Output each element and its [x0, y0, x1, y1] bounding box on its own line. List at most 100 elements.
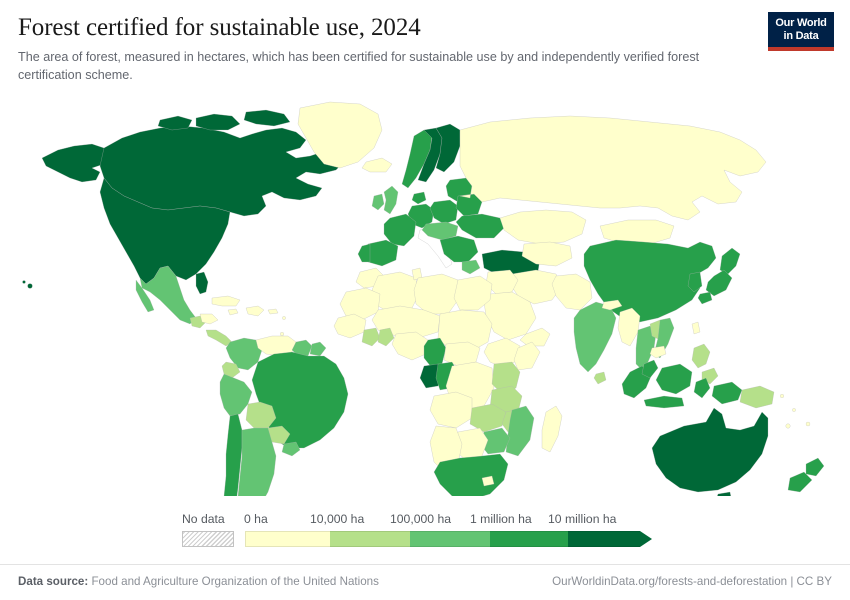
country-honduras[interactable] — [199, 313, 219, 325]
country-united-kingdom[interactable] — [383, 185, 399, 215]
country-indonesia-papua[interactable] — [711, 381, 743, 405]
country-south-africa[interactable] — [433, 453, 509, 496]
country-russia[interactable] — [459, 115, 767, 221]
attribution-link[interactable]: OurWorldinData.org/forests-and-deforesta… — [552, 575, 832, 588]
country-somalia[interactable] — [513, 341, 541, 371]
country-mexico-baja[interactable] — [135, 279, 155, 313]
owid-logo-line2: in Data — [783, 29, 819, 42]
country-argentina[interactable] — [234, 427, 277, 496]
country-greenland[interactable] — [297, 101, 383, 169]
country-saudi-arabia[interactable] — [483, 291, 537, 341]
country-united-states-florida[interactable] — [195, 271, 209, 295]
country-lesser-antilles[interactable] — [282, 316, 286, 320]
country-cambodia[interactable] — [649, 345, 667, 359]
country-ghana[interactable] — [377, 327, 395, 347]
country-jamaica[interactable] — [227, 308, 239, 316]
country-ivory-coast[interactable] — [361, 327, 381, 347]
country-iceland[interactable] — [361, 157, 393, 173]
country-malaysia[interactable] — [641, 359, 659, 379]
country-hawaii-2[interactable] — [22, 280, 26, 284]
legend-label-tick-0: 0 ha — [244, 512, 268, 526]
legend-label-tick-2: 100,000 ha — [390, 512, 451, 526]
country-japan[interactable] — [719, 247, 741, 275]
country-ireland[interactable] — [371, 193, 385, 211]
country-hawaii[interactable] — [27, 283, 33, 289]
legend-band-4[interactable] — [568, 531, 640, 547]
country-uganda-kenya[interactable] — [491, 361, 521, 395]
data-source-value: Food and Agriculture Organization of the… — [91, 575, 379, 588]
map-legend: No data 0 ha 10,000 ha 100,000 ha 1 mill… — [182, 512, 682, 554]
country-costa-rica-panama[interactable] — [205, 329, 233, 347]
country-nepal[interactable] — [601, 299, 623, 311]
country-trinidad[interactable] — [280, 332, 284, 336]
country-japan-honshu[interactable] — [705, 269, 733, 297]
country-new-caledonia[interactable] — [785, 423, 791, 429]
country-tasmania[interactable] — [716, 491, 732, 496]
legend-band-2[interactable] — [410, 531, 490, 547]
country-fiji[interactable] — [805, 421, 811, 427]
legend-band-1[interactable] — [330, 531, 410, 547]
country-finland[interactable] — [435, 123, 461, 173]
country-indonesia-java[interactable] — [643, 395, 685, 409]
country-cuba[interactable] — [211, 295, 241, 307]
country-japan-kyushu[interactable] — [697, 291, 713, 305]
country-solomon-islands[interactable] — [780, 394, 784, 398]
country-canada-arctic-1[interactable] — [195, 113, 241, 131]
country-indonesia-borneo[interactable] — [655, 363, 693, 395]
country-senegal-guinea[interactable] — [333, 313, 367, 339]
country-madagascar[interactable] — [541, 405, 563, 453]
country-hispaniola[interactable] — [245, 305, 265, 317]
legend-swatch-no-data[interactable] — [182, 531, 234, 547]
owid-logo[interactable]: Our World in Data — [768, 12, 834, 51]
data-source: Data source: Food and Agriculture Organi… — [18, 575, 379, 588]
country-australia[interactable] — [651, 407, 769, 493]
country-denmark[interactable] — [411, 191, 427, 205]
country-korea[interactable] — [687, 271, 703, 293]
country-philippines[interactable] — [691, 343, 711, 369]
country-balkans[interactable] — [439, 235, 479, 263]
country-mexico[interactable] — [139, 265, 197, 325]
country-mongolia[interactable] — [599, 219, 675, 245]
country-new-zealand-south[interactable] — [787, 471, 813, 493]
country-kazakhstan[interactable] — [499, 209, 587, 245]
country-libya[interactable] — [413, 273, 459, 315]
country-vanuatu[interactable] — [792, 408, 796, 412]
country-indonesia-sulawesi[interactable] — [693, 377, 711, 399]
country-suriname[interactable] — [309, 341, 327, 357]
country-egypt[interactable] — [453, 275, 493, 311]
country-nigeria[interactable] — [391, 331, 429, 361]
legend-label-tick-3: 1 million ha — [470, 512, 532, 526]
country-angola[interactable] — [429, 391, 473, 429]
country-mauritania[interactable] — [339, 287, 381, 321]
country-mozambique[interactable] — [505, 405, 535, 457]
country-canada-arctic-2[interactable] — [243, 109, 291, 127]
country-lesotho[interactable] — [481, 475, 495, 487]
country-canada-arctic-3[interactable] — [157, 115, 193, 131]
country-taiwan[interactable] — [691, 321, 701, 335]
country-ukraine[interactable] — [455, 213, 505, 239]
country-zambia[interactable] — [469, 403, 507, 433]
country-new-zealand-north[interactable] — [805, 457, 825, 477]
country-puerto-rico[interactable] — [267, 308, 279, 315]
country-peru[interactable] — [219, 373, 253, 417]
country-central-asia[interactable] — [521, 241, 573, 267]
country-yemen-oman[interactable] — [519, 327, 551, 347]
legend-band-0[interactable] — [245, 531, 330, 547]
country-alaska[interactable] — [41, 143, 111, 183]
country-papua-new-guinea[interactable] — [739, 385, 775, 409]
data-source-label: Data source: — [18, 575, 89, 588]
country-portugal[interactable] — [357, 243, 371, 263]
legend-band-3[interactable] — [490, 531, 568, 547]
country-afghanistan-pakistan[interactable] — [551, 273, 593, 311]
country-india[interactable] — [573, 301, 617, 373]
country-france[interactable] — [383, 213, 417, 247]
country-greece[interactable] — [461, 259, 481, 275]
country-sri-lanka[interactable] — [593, 371, 607, 385]
country-poland[interactable] — [429, 199, 459, 225]
country-bolivia[interactable] — [245, 401, 277, 429]
country-colombia[interactable] — [225, 337, 263, 371]
world-choropleth-map[interactable] — [0, 96, 850, 496]
country-chile[interactable] — [222, 413, 243, 496]
country-uruguay[interactable] — [281, 441, 301, 457]
country-myanmar[interactable] — [617, 307, 641, 347]
